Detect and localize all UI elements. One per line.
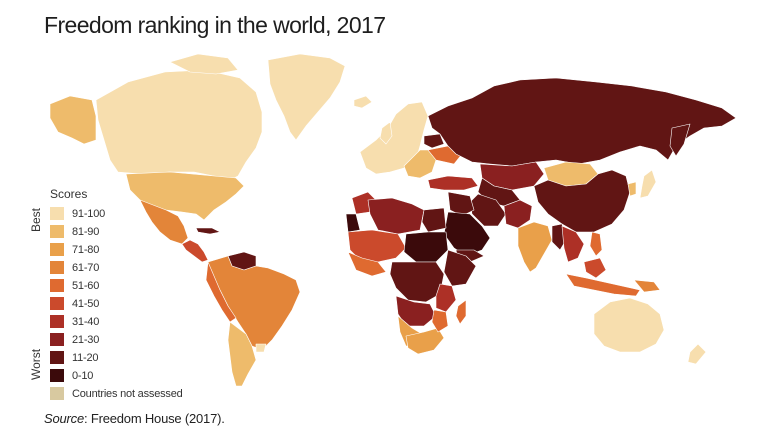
region-philippines[interactable] <box>589 231 603 257</box>
region-cuba[interactable] <box>195 227 221 235</box>
region-canada[interactable] <box>95 69 263 183</box>
map-regions <box>49 53 737 387</box>
region-madagascar[interactable] <box>455 299 467 325</box>
region-western-sahara[interactable] <box>345 213 361 233</box>
region-central-africa[interactable] <box>389 261 445 303</box>
region-russia[interactable] <box>427 77 737 167</box>
region-greenland[interactable] <box>267 53 346 141</box>
region-chad-sudan[interactable] <box>403 231 449 263</box>
region-south-korea[interactable] <box>627 181 637 197</box>
region-indochina[interactable] <box>561 225 585 263</box>
region-uruguay[interactable] <box>255 343 267 353</box>
region-turkey[interactable] <box>427 175 479 191</box>
region-west-coast[interactable] <box>347 251 387 277</box>
region-borneo[interactable] <box>583 257 607 279</box>
region-papua[interactable] <box>633 279 661 293</box>
region-arctic-islands[interactable] <box>169 53 239 75</box>
region-algeria-libya[interactable] <box>367 197 425 235</box>
region-kamchatka[interactable] <box>669 123 691 157</box>
region-east-africa[interactable] <box>435 283 457 313</box>
region-iceland[interactable] <box>353 95 373 109</box>
source-note: Source: Freedom House (2017). <box>44 411 225 426</box>
region-mozambique[interactable] <box>431 309 449 333</box>
region-sahel[interactable] <box>347 229 407 263</box>
region-western-europe[interactable] <box>359 101 429 175</box>
region-afghanistan-pakistan[interactable] <box>503 199 533 229</box>
region-ethiopia-somalia[interactable] <box>443 249 477 287</box>
region-alaska[interactable] <box>49 95 97 145</box>
region-central-america[interactable] <box>181 239 209 263</box>
region-japan[interactable] <box>639 169 657 199</box>
region-china[interactable] <box>533 169 631 233</box>
region-india[interactable] <box>517 221 553 273</box>
region-egypt[interactable] <box>421 207 447 233</box>
source-label: Source <box>44 411 84 426</box>
region-uk[interactable] <box>379 121 393 145</box>
region-indonesia[interactable] <box>565 273 641 297</box>
region-belarus[interactable] <box>423 133 445 149</box>
region-southern-cone[interactable] <box>227 321 257 387</box>
region-south-africa[interactable] <box>405 327 445 355</box>
source-text: : Freedom House (2017). <box>84 411 225 426</box>
region-levant-iraq[interactable] <box>447 191 475 217</box>
region-angola-zambia[interactable] <box>395 295 437 327</box>
region-saudi-arabia[interactable] <box>443 211 491 257</box>
map-title: Freedom ranking in the world, 2017 <box>44 12 386 38</box>
region-new-zealand[interactable] <box>687 343 707 365</box>
region-usa[interactable] <box>125 171 245 221</box>
region-australia[interactable] <box>593 297 665 353</box>
region-eastern-europe[interactable] <box>403 149 437 179</box>
